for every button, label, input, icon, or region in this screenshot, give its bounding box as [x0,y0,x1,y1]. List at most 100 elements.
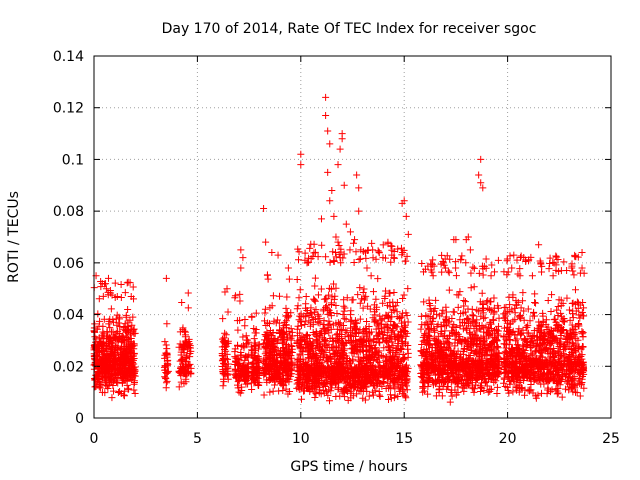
data-point [550,354,558,362]
data-point [570,380,578,388]
data-point [346,228,354,236]
data-point [301,320,309,328]
data-point [349,374,357,382]
data-point [335,242,343,250]
data-point [428,268,436,276]
data-point [403,386,411,394]
data-point [399,368,407,376]
data-point [397,383,405,391]
data-point [338,135,346,143]
data-point [224,308,232,316]
data-point [429,272,437,280]
data-point [253,356,261,364]
data-point [371,311,379,319]
data-point [433,323,441,331]
data-point [304,363,312,371]
data-point [293,384,301,392]
data-points [90,93,588,406]
data-point [396,314,404,322]
data-point [467,375,475,383]
data-point [396,334,404,342]
data-point [398,319,406,327]
data-point [537,380,545,388]
data-point [266,388,274,396]
data-point [330,280,338,288]
data-point [239,254,247,262]
data-point [452,258,460,266]
data-point [316,329,324,337]
data-point [520,254,528,262]
data-point [443,313,451,321]
data-point [123,381,131,389]
data-point [96,381,104,389]
data-point [298,335,306,343]
data-point [219,315,227,323]
data-point [436,346,444,354]
data-point [318,241,326,249]
data-point [448,392,456,400]
data-point [542,316,550,324]
data-point [280,344,288,352]
data-point [549,375,557,383]
data-point [417,325,425,333]
data-point [386,359,394,367]
data-point [377,316,385,324]
data-point [476,346,484,354]
data-point [365,329,373,337]
data-point [531,298,539,306]
data-point [464,320,472,328]
data-point [400,364,408,372]
data-point [126,348,134,356]
data-point [493,389,501,397]
data-point [323,354,331,362]
data-point [163,377,171,385]
data-point [114,327,122,335]
data-point [184,304,192,312]
data-point [387,258,395,266]
data-point [318,343,326,351]
data-point [453,374,461,382]
data-point [314,310,322,318]
data-point [473,306,481,314]
data-point [481,314,489,322]
data-point [231,294,239,302]
data-point [466,343,474,351]
data-point [326,197,334,205]
data-point [445,286,453,294]
data-point [180,341,188,349]
data-point [96,362,104,370]
data-point [236,297,244,305]
data-point [369,391,377,399]
data-point [524,305,532,313]
data-point [455,291,463,299]
data-point [102,285,110,293]
data-point [506,301,514,309]
data-point [563,333,571,341]
data-point [355,207,363,215]
data-point [436,312,444,320]
data-point [554,367,562,375]
data-point [222,347,230,355]
data-point [404,230,412,238]
data-point [377,324,385,332]
data-point [129,283,137,291]
data-point [485,332,493,340]
data-point [318,362,326,370]
data-point [466,369,474,377]
data-point [106,324,114,332]
data-point [391,322,399,330]
data-point [399,342,407,350]
data-point [532,392,540,400]
data-point [219,366,227,374]
data-point [486,386,494,394]
data-point [512,384,520,392]
data-point [458,364,466,372]
data-point [374,275,382,283]
data-point [315,355,323,363]
data-point [295,256,303,264]
data-point [579,329,587,337]
data-point [276,347,284,355]
data-point [323,379,331,387]
data-point [241,315,249,323]
data-point [98,388,106,396]
